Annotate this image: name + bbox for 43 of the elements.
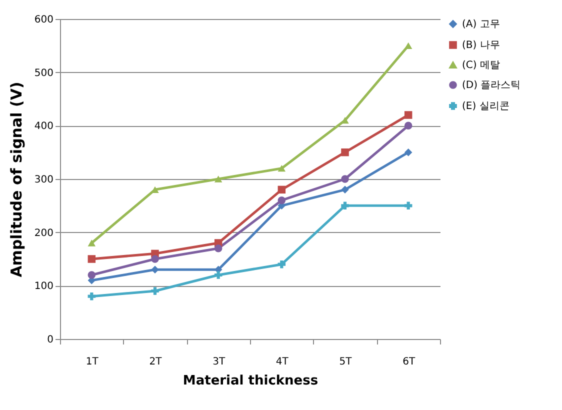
y-axis-title: Amplitude of signal (V) xyxy=(7,82,26,278)
point xyxy=(88,292,96,300)
point xyxy=(88,240,96,246)
point xyxy=(341,202,349,210)
y-tick-label: 0 xyxy=(47,334,54,346)
y-tick-label: 100 xyxy=(34,281,54,292)
point xyxy=(214,244,222,252)
y-tick-label: 500 xyxy=(34,68,54,79)
point xyxy=(404,122,412,130)
x-axis-title: Material thickness xyxy=(182,374,318,388)
point xyxy=(88,271,96,279)
point xyxy=(404,202,412,210)
point xyxy=(151,287,159,295)
x-tick-label: 1T xyxy=(86,356,100,368)
y-tick-label: 400 xyxy=(34,121,54,132)
y-tick-label: 300 xyxy=(34,174,54,186)
point xyxy=(214,271,222,279)
x-tick-label: 4T xyxy=(276,356,290,368)
legend-label: (E) 실리콘 xyxy=(462,101,510,112)
point xyxy=(151,266,159,274)
x-tick-label: 2T xyxy=(149,356,163,368)
point xyxy=(88,255,96,263)
point xyxy=(214,176,222,182)
legend-label: (B) 나무 xyxy=(462,40,500,51)
point xyxy=(151,255,159,263)
point xyxy=(404,148,412,156)
legend-label: (C) 메탈 xyxy=(462,60,500,71)
x-tick-label: 3T xyxy=(212,356,226,368)
point xyxy=(404,111,412,119)
y-tick-label: 600 xyxy=(34,14,54,26)
point xyxy=(278,164,286,172)
legend-label: (A) 고무 xyxy=(462,19,500,30)
point xyxy=(278,186,286,194)
legend-label: (D) 플라스틱 xyxy=(462,80,521,91)
x-tick-label: 6T xyxy=(402,356,416,368)
point xyxy=(278,196,286,204)
point xyxy=(278,260,286,268)
point xyxy=(341,175,349,183)
point xyxy=(341,148,349,156)
y-tick-label: 200 xyxy=(34,228,54,239)
point xyxy=(341,186,349,194)
x-tick-label: 5T xyxy=(339,356,353,368)
point xyxy=(404,42,412,50)
